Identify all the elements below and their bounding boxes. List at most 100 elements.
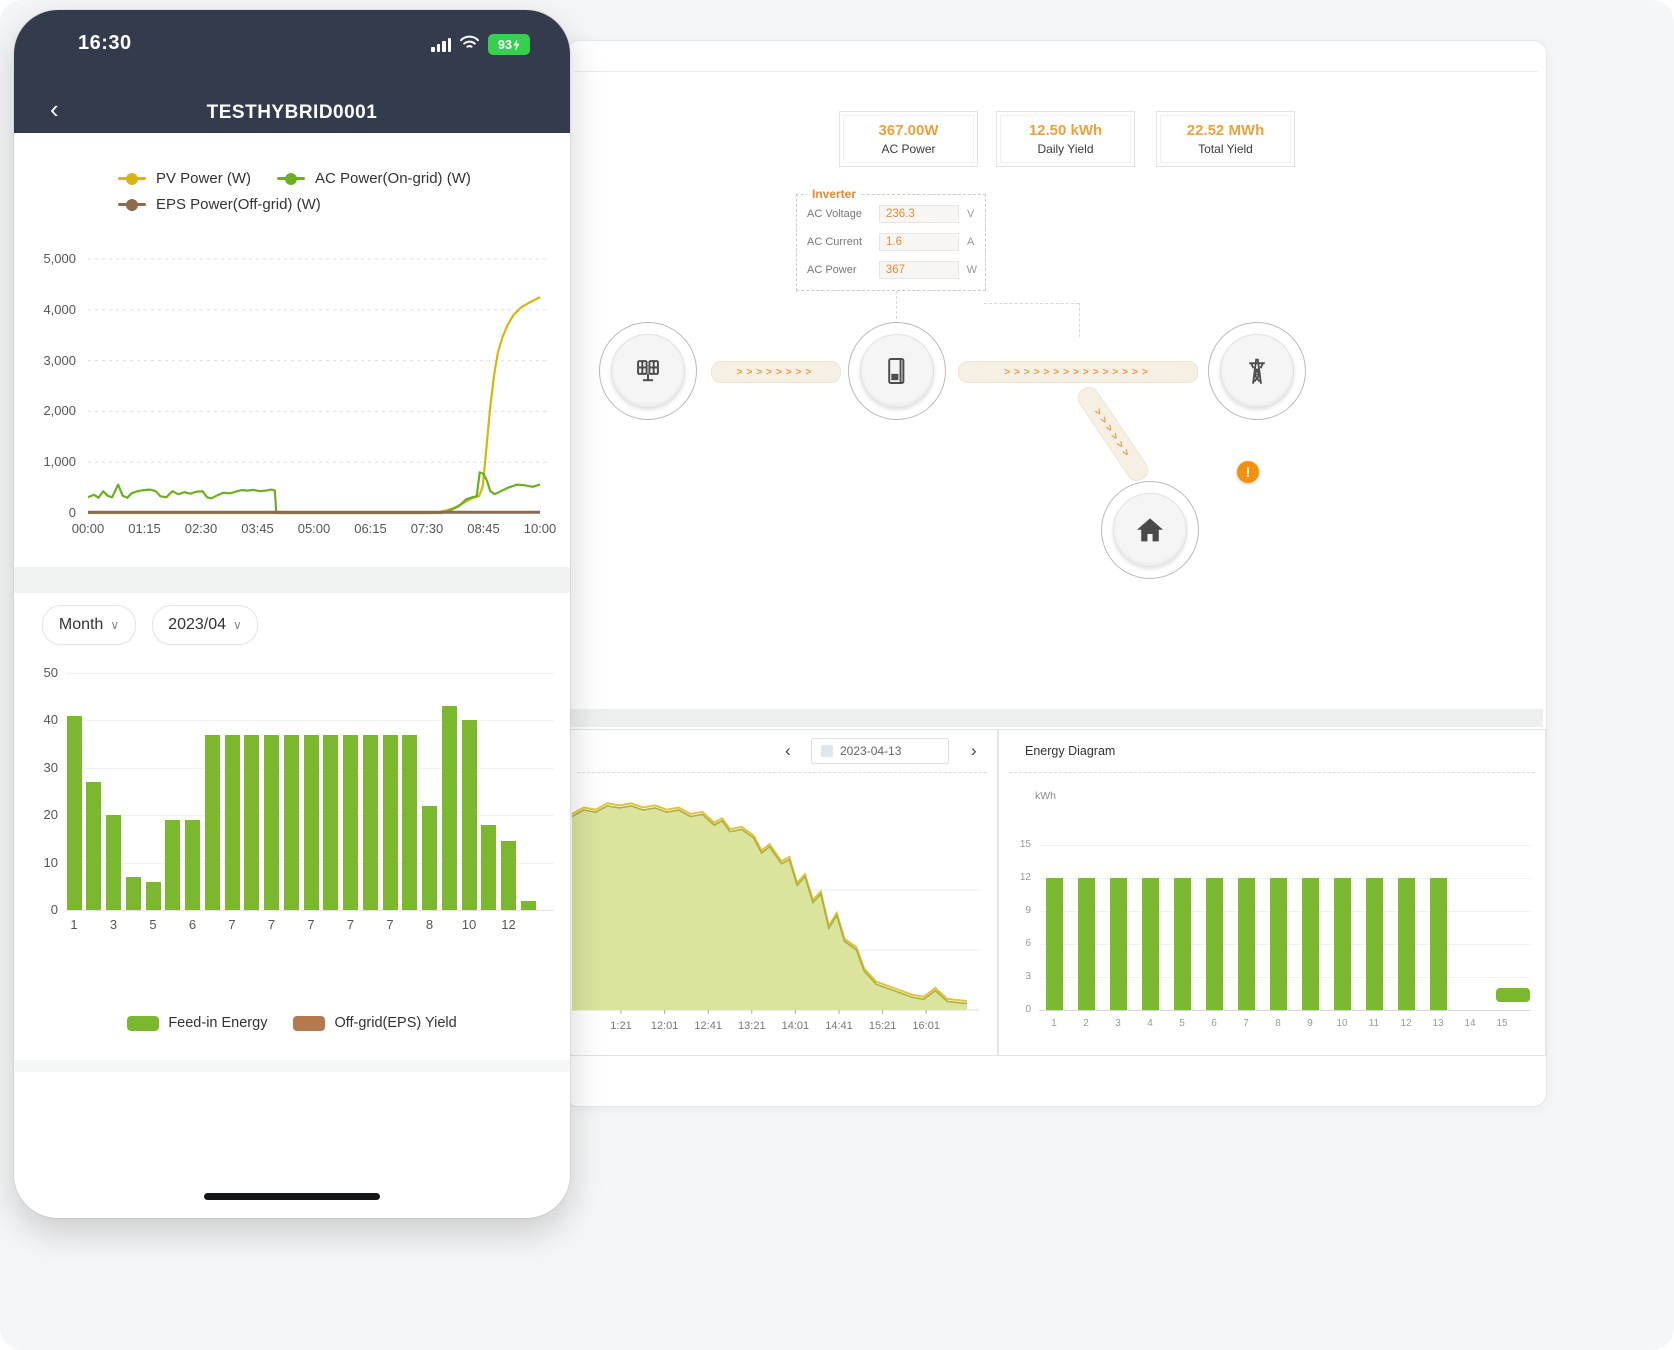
inverter-icon — [860, 334, 934, 408]
stat-value: 12.50 kWh — [1028, 122, 1103, 139]
legend-item-ac[interactable]: AC Power(On-grid) (W) — [277, 170, 471, 187]
connector-dash — [984, 303, 1079, 304]
back-button[interactable]: ‹ — [50, 94, 59, 124]
x-tick-label: 6 — [188, 917, 197, 932]
bar — [86, 782, 102, 910]
y-tick-label: 1,000 — [43, 454, 76, 470]
warning-badge[interactable]: ! — [1237, 461, 1259, 483]
y-tick-label: 12 — [1019, 872, 1031, 883]
node-pv[interactable] — [599, 322, 697, 420]
node-grid[interactable] — [1208, 322, 1306, 420]
bar — [323, 734, 339, 910]
x-tick-label: 06:15 — [354, 521, 387, 536]
bar — [1365, 878, 1383, 1010]
inverter-row: AC Current 1.6 A — [807, 233, 977, 251]
power-chart-canvas — [87, 258, 546, 515]
legend-item-eps[interactable]: EPS Power(Off-grid) (W) — [118, 196, 321, 213]
row-unit: V — [967, 208, 975, 220]
bar — [1397, 878, 1415, 1010]
panel-title: Energy Diagram — [1025, 744, 1116, 758]
charging-bolt-icon — [513, 38, 520, 51]
node-inverter[interactable] — [848, 322, 946, 420]
next-day-button[interactable]: › — [971, 741, 977, 760]
x-tick-label: 7 — [267, 917, 276, 932]
prev-day-button[interactable]: ‹ — [785, 741, 791, 760]
x-tick-label: 15:21 — [868, 1020, 897, 1032]
month-chart-legend: Feed-in Energy Off-grid(EPS) Yield — [14, 1015, 570, 1031]
legend-item-pv[interactable]: PV Power (W) — [118, 170, 251, 187]
x-tick-label: 8 — [1275, 1018, 1281, 1029]
x-tick-label: 10 — [1336, 1018, 1348, 1029]
legend-label: Feed-in Energy — [168, 1015, 268, 1031]
x-tick-label: 12:41 — [694, 1020, 722, 1032]
period-dropdown[interactable]: Month ∨ — [42, 605, 136, 645]
legend-item-offgrid[interactable]: Off-grid(EPS) Yield — [293, 1015, 457, 1031]
row-value: 1.6 — [879, 233, 959, 251]
bar — [1109, 878, 1127, 1010]
x-tick-label: 01:15 — [128, 521, 161, 536]
stat-value: 22.52 MWh — [1186, 122, 1265, 139]
connector-dash — [896, 291, 897, 319]
bar — [402, 734, 418, 910]
x-tick-label: 6 — [1211, 1018, 1217, 1029]
battery-icon: 93 — [488, 34, 530, 55]
row-label: AC Power — [807, 264, 857, 276]
y-tick-label: 50 — [43, 665, 58, 680]
inverter-row: AC Voltage 236.3 V — [807, 205, 977, 223]
bar — [461, 720, 477, 910]
x-tick-label: 7 — [228, 917, 236, 932]
y-tick-label: 10 — [43, 854, 58, 870]
x-tick-label: 1 — [70, 917, 78, 932]
x-tick-label: 10:00 — [523, 521, 557, 536]
status-icons: 93 — [431, 34, 530, 55]
bar — [1141, 878, 1159, 1010]
month-chart: 50 40 30 20 10 0 1 3 5 6 7 7 7 7 7 8 10 12 — [14, 658, 570, 958]
power-chart-legend: PV Power (W) AC Power(On-grid) (W) EPS P… — [118, 170, 471, 222]
stat-label: Total Yield — [1198, 142, 1253, 156]
bar — [1429, 878, 1447, 1010]
desktop-window: 367.00W AC Power 12.50 kWh Daily Yield 2… — [565, 40, 1547, 1107]
inverter-panel: Inverter AC Voltage 236.3 V AC Current 1… — [796, 187, 986, 291]
y-tick-label: 3 — [1025, 971, 1031, 982]
energy-diagram-panel: Energy Diagram kWh 15 12 9 6 3 0 1 2 3 4 5 6 7 8 9 10 11… — [998, 729, 1546, 1056]
chevron-down-icon: ∨ — [233, 618, 242, 632]
date-picker[interactable]: 2023-04-13 — [811, 738, 949, 764]
x-tick-label: 7 — [386, 917, 394, 932]
bar — [1173, 878, 1191, 1010]
period-value: Month — [58, 616, 104, 633]
legend-item-feedin[interactable]: Feed-in Energy — [127, 1015, 267, 1031]
x-tick-label: 11 — [1368, 1018, 1380, 1029]
bar — [244, 734, 260, 910]
row-unit: W — [966, 264, 977, 276]
bar — [106, 815, 121, 910]
node-home[interactable] — [1101, 481, 1199, 579]
x-tick-label: 9 — [1307, 1018, 1313, 1029]
y-tick-label: 3,000 — [43, 352, 76, 368]
legend-label: EPS Power(Off-grid) (W) — [156, 196, 321, 213]
phone-header: 16:30 93 ‹ TESTHYBRID0001 — [14, 10, 570, 133]
bar — [66, 715, 82, 910]
stat-total-yield: 22.52 MWh Total Yield — [1156, 111, 1295, 167]
bar — [264, 734, 279, 910]
home-indicator[interactable] — [204, 1193, 380, 1200]
window-toolbar-divider — [574, 71, 1538, 72]
energy-legend-swatch[interactable] — [1496, 988, 1530, 1002]
solar-panel-icon — [611, 334, 685, 408]
section-divider — [567, 709, 1543, 727]
row-label: AC Current — [807, 236, 863, 248]
x-tick-label: 3 — [109, 917, 118, 932]
panel-divider — [577, 772, 987, 773]
month-dropdown[interactable]: 2023/04 ∨ — [152, 605, 258, 645]
gridline — [1039, 845, 1531, 846]
bar — [1045, 878, 1063, 1010]
x-tick-label: 12 — [1400, 1018, 1412, 1029]
stat-label: Daily Yield — [1037, 142, 1094, 156]
x-tick-label: 3 — [1115, 1018, 1121, 1029]
bar — [224, 734, 240, 910]
legend-label: PV Power (W) — [156, 170, 252, 187]
bar — [185, 819, 200, 910]
bar — [1205, 878, 1223, 1010]
bar — [1269, 878, 1287, 1010]
stat-ac-power: 367.00W AC Power — [839, 111, 978, 167]
